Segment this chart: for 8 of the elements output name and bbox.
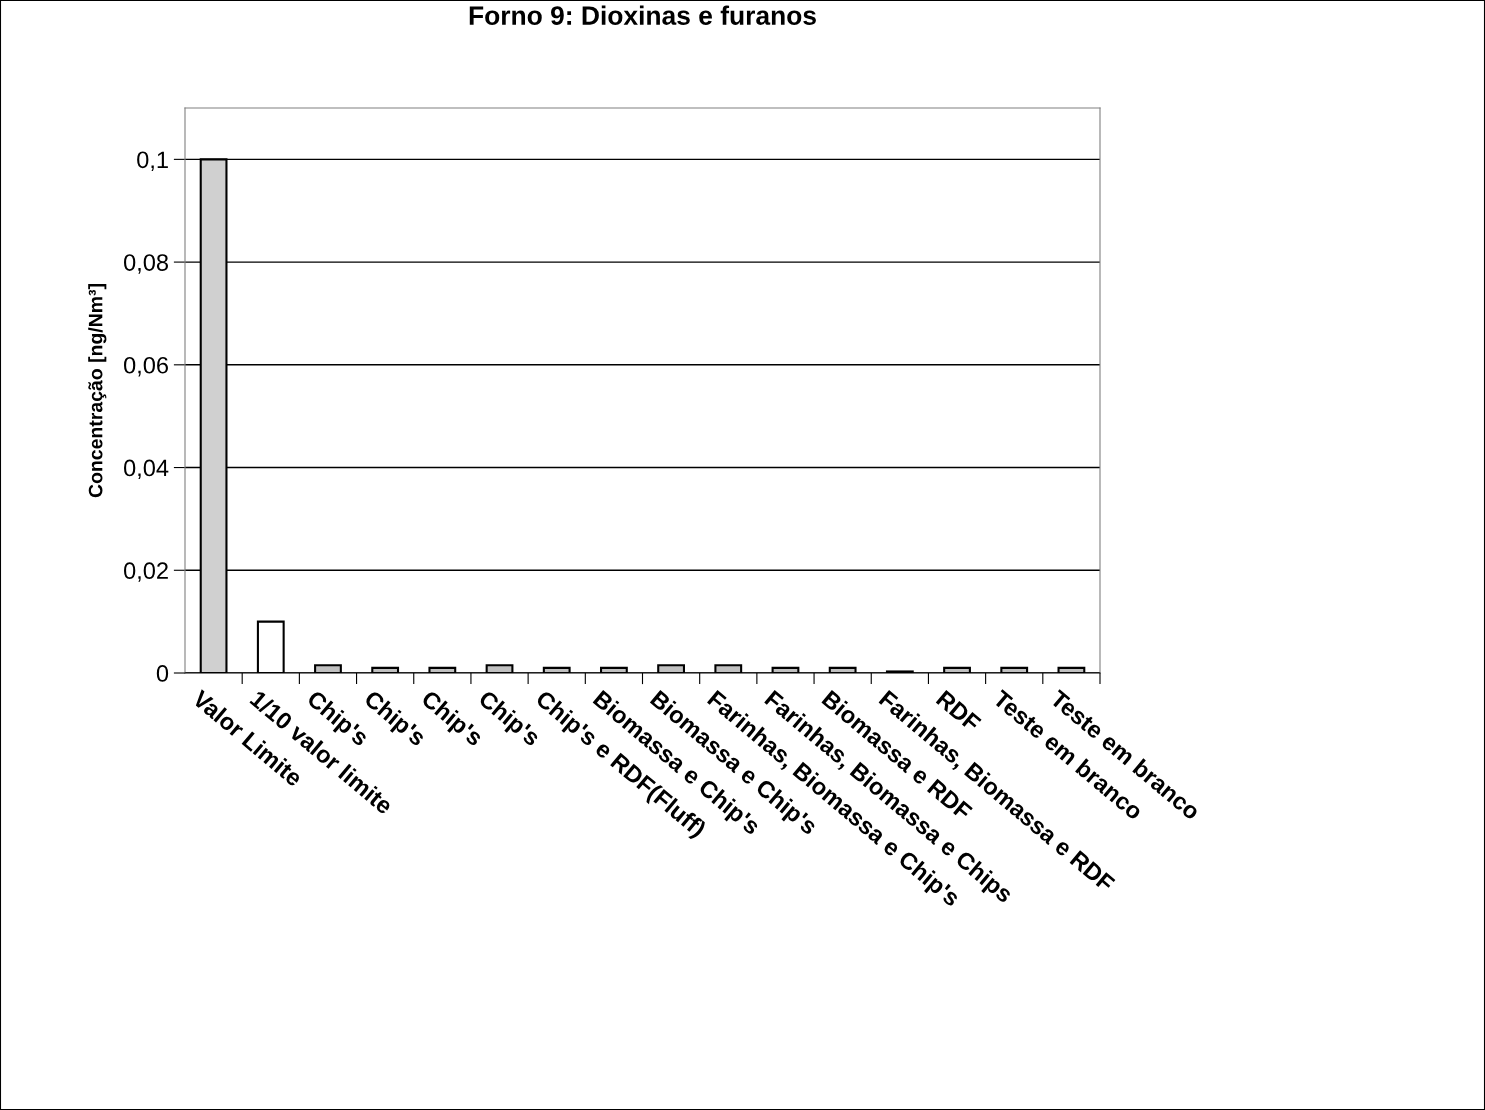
chart-title: Forno 9: Dioxinas e furanos — [469, 5, 816, 25]
y-tick-label: 0,08 — [124, 254, 169, 274]
y-tick-label: 0,1 — [137, 151, 168, 171]
y-axis-title: Concentração [ng/Nm³] — [88, 284, 107, 498]
y-tick-label: 0,04 — [124, 459, 169, 480]
y-tick-label: 0 — [156, 665, 169, 682]
y-tick-label: 0,02 — [124, 562, 168, 582]
y-tick-label: 0,06 — [124, 356, 168, 377]
